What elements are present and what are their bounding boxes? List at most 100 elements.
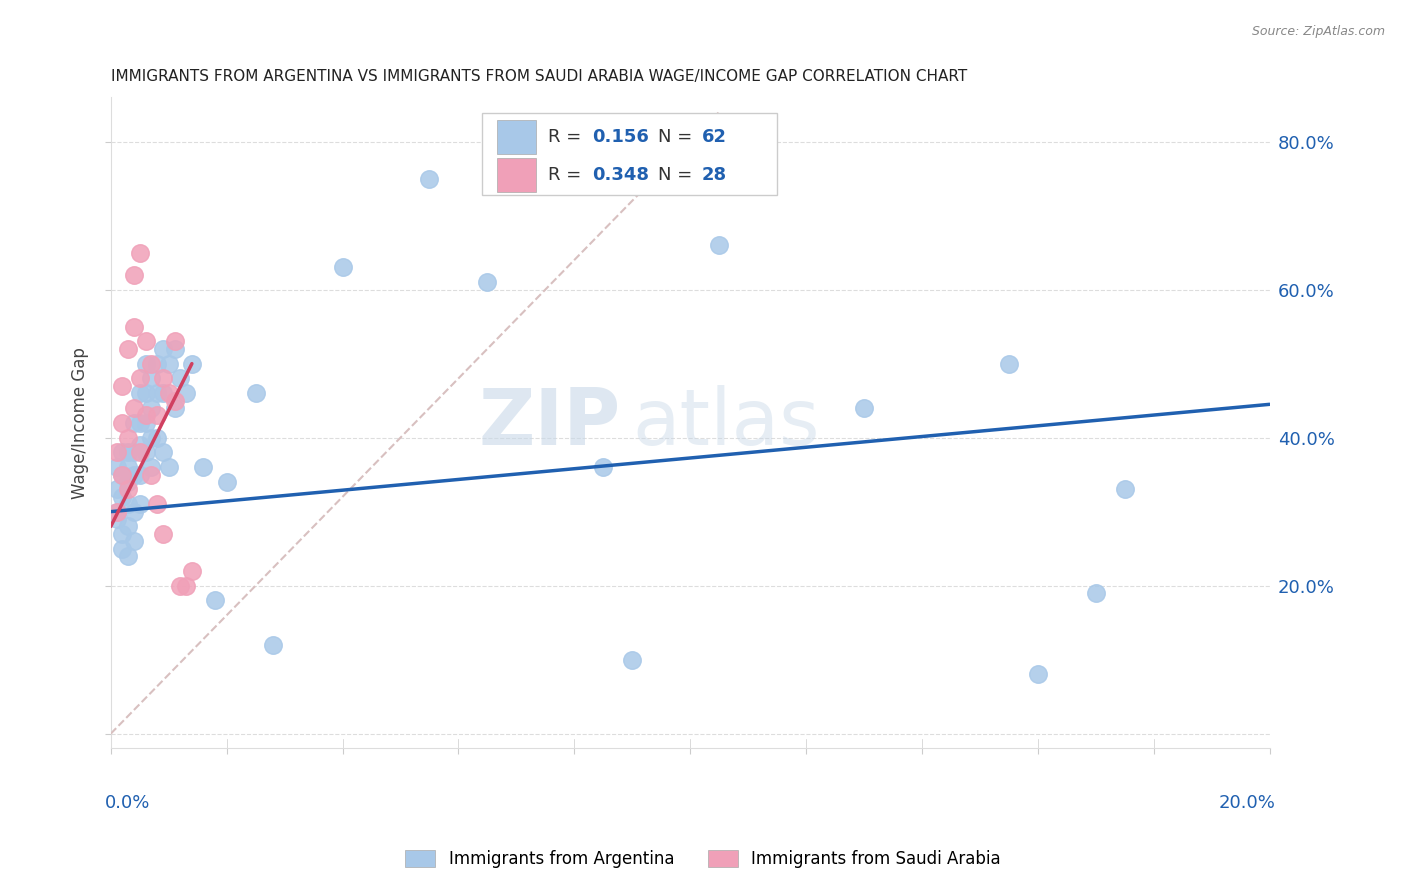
Text: 0.0%: 0.0% [105, 794, 150, 812]
Point [262, 638, 284, 652]
Point [477, 275, 499, 289]
Point [163, 401, 186, 415]
Point [157, 386, 180, 401]
Text: 20.0%: 20.0% [1219, 794, 1275, 812]
Text: R =: R = [547, 166, 586, 184]
Point [122, 268, 145, 282]
Text: IMMIGRANTS FROM ARGENTINA VS IMMIGRANTS FROM SAUDI ARABIA WAGE/INCOME GAP CORREL: IMMIGRANTS FROM ARGENTINA VS IMMIGRANTS … [111, 69, 967, 84]
Point [621, 653, 644, 667]
Point [105, 505, 128, 519]
Text: 62: 62 [702, 128, 727, 146]
Point [146, 431, 169, 445]
Point [117, 483, 139, 497]
Point [152, 342, 174, 356]
Point [1026, 667, 1049, 681]
Point [180, 564, 202, 578]
Point [204, 593, 226, 607]
Point [169, 371, 191, 385]
Point [174, 579, 197, 593]
Point [998, 357, 1021, 371]
Point [111, 467, 134, 482]
Point [122, 445, 145, 459]
Point [128, 386, 150, 401]
Text: 0.156: 0.156 [592, 128, 648, 146]
Point [105, 505, 128, 519]
Point [135, 445, 157, 459]
Point [111, 416, 134, 430]
Text: 0.348: 0.348 [592, 166, 648, 184]
Text: N =: N = [658, 166, 697, 184]
Text: Source: ZipAtlas.com: Source: ZipAtlas.com [1251, 25, 1385, 38]
Point [146, 357, 169, 371]
Point [122, 505, 145, 519]
Point [111, 467, 134, 482]
Point [111, 379, 134, 393]
Point [117, 460, 139, 475]
Point [135, 416, 157, 430]
Point [1084, 586, 1107, 600]
Point [152, 526, 174, 541]
Text: N =: N = [658, 128, 697, 146]
Point [157, 460, 180, 475]
Legend: Immigrants from Argentina, Immigrants from Saudi Arabia: Immigrants from Argentina, Immigrants fr… [399, 843, 1007, 875]
Point [141, 467, 163, 482]
Point [707, 238, 730, 252]
Point [105, 445, 128, 459]
Point [174, 386, 197, 401]
Point [418, 171, 440, 186]
Point [111, 445, 134, 459]
Point [122, 416, 145, 430]
Point [135, 357, 157, 371]
Point [111, 541, 134, 556]
Point [852, 401, 875, 415]
Point [122, 401, 145, 415]
Point [245, 386, 267, 401]
Text: atlas: atlas [633, 384, 820, 461]
Point [146, 409, 169, 423]
Point [152, 445, 174, 459]
Point [117, 431, 139, 445]
Point [141, 460, 163, 475]
Point [135, 334, 157, 349]
Point [146, 497, 169, 511]
Point [128, 445, 150, 459]
Point [193, 460, 215, 475]
Point [105, 460, 128, 475]
Point [117, 519, 139, 533]
Point [128, 497, 150, 511]
Point [128, 371, 150, 385]
Point [141, 401, 163, 415]
Point [592, 460, 614, 475]
Point [215, 475, 238, 489]
Point [135, 386, 157, 401]
FancyBboxPatch shape [482, 113, 778, 194]
FancyBboxPatch shape [496, 120, 536, 154]
FancyBboxPatch shape [496, 158, 536, 192]
Point [122, 467, 145, 482]
Point [117, 497, 139, 511]
Y-axis label: Wage/Income Gap: Wage/Income Gap [72, 347, 89, 499]
Point [128, 467, 150, 482]
Text: ZIP: ZIP [478, 384, 620, 461]
Point [180, 357, 202, 371]
Point [141, 431, 163, 445]
Point [169, 579, 191, 593]
Point [111, 526, 134, 541]
Point [146, 386, 169, 401]
Point [332, 260, 354, 275]
Text: R =: R = [547, 128, 586, 146]
Point [163, 393, 186, 408]
Point [135, 409, 157, 423]
Point [117, 549, 139, 563]
Point [128, 245, 150, 260]
Point [105, 483, 128, 497]
Point [152, 371, 174, 385]
Point [1114, 483, 1136, 497]
Point [157, 357, 180, 371]
Point [122, 319, 145, 334]
Point [122, 534, 145, 549]
Point [117, 445, 139, 459]
Point [163, 342, 186, 356]
Point [163, 334, 186, 349]
Point [152, 386, 174, 401]
